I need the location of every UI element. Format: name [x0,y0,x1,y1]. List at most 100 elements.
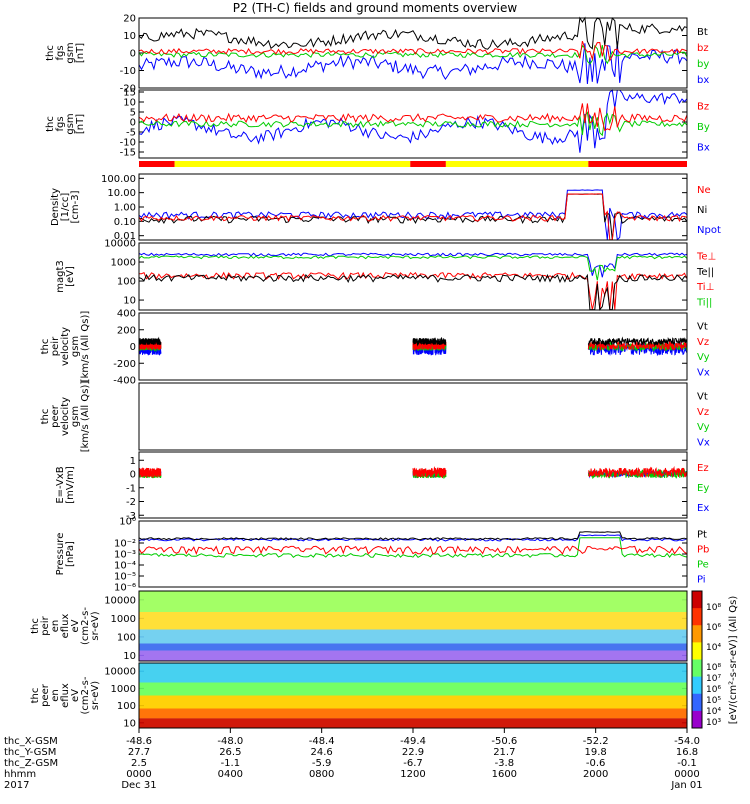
y-tick-label: 10 [123,718,136,729]
x-tick-label: -54.0 [674,736,700,747]
x-axis-row-label: thc_Y-GSM [4,747,56,758]
colorbar-tick-label: 10⁷ [706,674,721,684]
y-axis-label: magt3 [55,260,66,293]
panel-background [139,174,687,240]
x-tick-label: 2.5 [131,758,147,769]
colorbar-label: [eV/(cm²-s-sr-eV)] (All Qs) [728,596,739,725]
y-tick-label: 10⁰ [119,517,136,528]
y-tick-label: 100 [117,632,136,643]
legend-label: Ez [697,463,709,474]
x-tick-label: 0000 [126,769,151,780]
x-tick-label: 24.6 [311,747,333,758]
legend-label: Ni [697,205,707,216]
y-axis-label: E=-VxB [55,466,66,503]
y-tick-label: -3 [126,511,136,522]
legend-label: Ti⊥ [696,282,714,293]
x-tick-label: 0800 [309,769,334,780]
y-axis-label: gsm [65,42,76,63]
panel-frame [138,451,688,519]
series-line-bx [138,41,688,85]
x-tick-label: 22.9 [402,747,424,758]
y-axis-label: thc [40,339,51,355]
x-tick-label: -3.8 [495,758,515,769]
series-line-pt [138,531,688,541]
y-axis-label: velocity [60,397,71,436]
colorbar-tick-label: 10³ [706,718,721,728]
panel-frame [138,382,688,451]
legend-label: Ey [697,483,709,494]
mode-bar-segment [588,161,687,167]
y-axis-label: (cm2-s- [80,607,91,645]
series-line-bt [138,16,688,50]
spectrogram-band [139,591,687,612]
x-tick-label: -48.4 [309,736,335,747]
series-line-by [138,111,688,137]
legend-label: bz [697,43,709,54]
y-tick-label: 0 [130,470,136,481]
x-tick-label: -6.7 [403,758,423,769]
y-tick-label: -15 [120,148,136,159]
spectrogram-band [139,695,687,709]
y-tick-label: -2 [126,497,136,508]
colorbar-swatch [692,625,702,643]
legend-label: Bx [697,143,710,154]
y-axis-label: [mV/m] [65,466,76,504]
x-tick-label: 2000 [583,769,608,780]
y-tick-label: 1000 [111,614,136,625]
colorbar-tick-label: 10⁵ [706,696,721,706]
spectrogram-band [139,718,687,728]
y-tick-label: 1 [130,456,136,467]
y-axis-label: Density [50,188,61,226]
y-axis-label: thc [30,688,41,704]
spectrogram-band [139,629,687,644]
x-tick-label: -0.1 [677,758,697,769]
colorbar-swatch [692,591,702,609]
y-tick-label: 0.01 [114,231,136,242]
y-tick-label: 10.00 [107,188,136,199]
colorbar-swatch [692,710,702,729]
y-axis-label: peir [40,615,51,635]
x-tick-label: -0.6 [586,758,606,769]
y-axis-label: (cm2-s- [80,676,91,714]
y-axis-label: gsm [70,406,81,427]
x-tick-label: Dec 31 [121,780,156,791]
colorbar-tick-label: 10⁴ [706,707,721,717]
series-line-pi [138,534,688,542]
series-line-te-perp [139,271,688,310]
legend-label: Vz [697,337,709,348]
x-tick-label: Jan 01 [670,780,702,791]
y-axis-label: Pressure [55,533,66,576]
panel-frame [138,520,688,588]
x-tick-label: -52.2 [583,736,609,747]
x-tick-label: 26.5 [219,747,241,758]
y-axis-label: sr-eV) [90,681,101,710]
series-line-te-par [138,273,688,311]
legend-label: Vz [697,407,709,418]
mode-bar-segment [445,161,589,167]
y-tick-label: 100 [117,701,136,712]
legend-label: bx [697,75,709,86]
panel-frame [138,590,688,662]
colorbar-swatch [692,608,702,626]
panel-background [139,18,687,88]
colorbar-swatch [692,659,702,678]
colorbar-frame [691,590,703,729]
y-axis-label: fgs [55,45,66,60]
y-tick-label: 15 [123,88,136,99]
y-tick-label: 10 [123,31,136,42]
y-tick-label: -200 [113,359,136,370]
y-axis-label: eflux [60,683,71,708]
panel-background [139,452,687,518]
y-tick-label: 5 [130,108,136,119]
y-tick-label: 1000 [111,684,136,695]
legend-label: Ex [697,503,709,514]
x-tick-label: 19.8 [585,747,607,758]
x-axis-row-label: hhmm [4,769,36,780]
x-tick-label: -49.4 [400,736,426,747]
legend-label: Bz [697,101,709,112]
x-tick-label: -48.6 [126,736,152,747]
y-tick-label: 10 [123,98,136,109]
y-tick-label: 10 [123,296,136,307]
y-axis-label: peer [50,404,61,428]
y-axis-label: gsm [70,336,81,357]
